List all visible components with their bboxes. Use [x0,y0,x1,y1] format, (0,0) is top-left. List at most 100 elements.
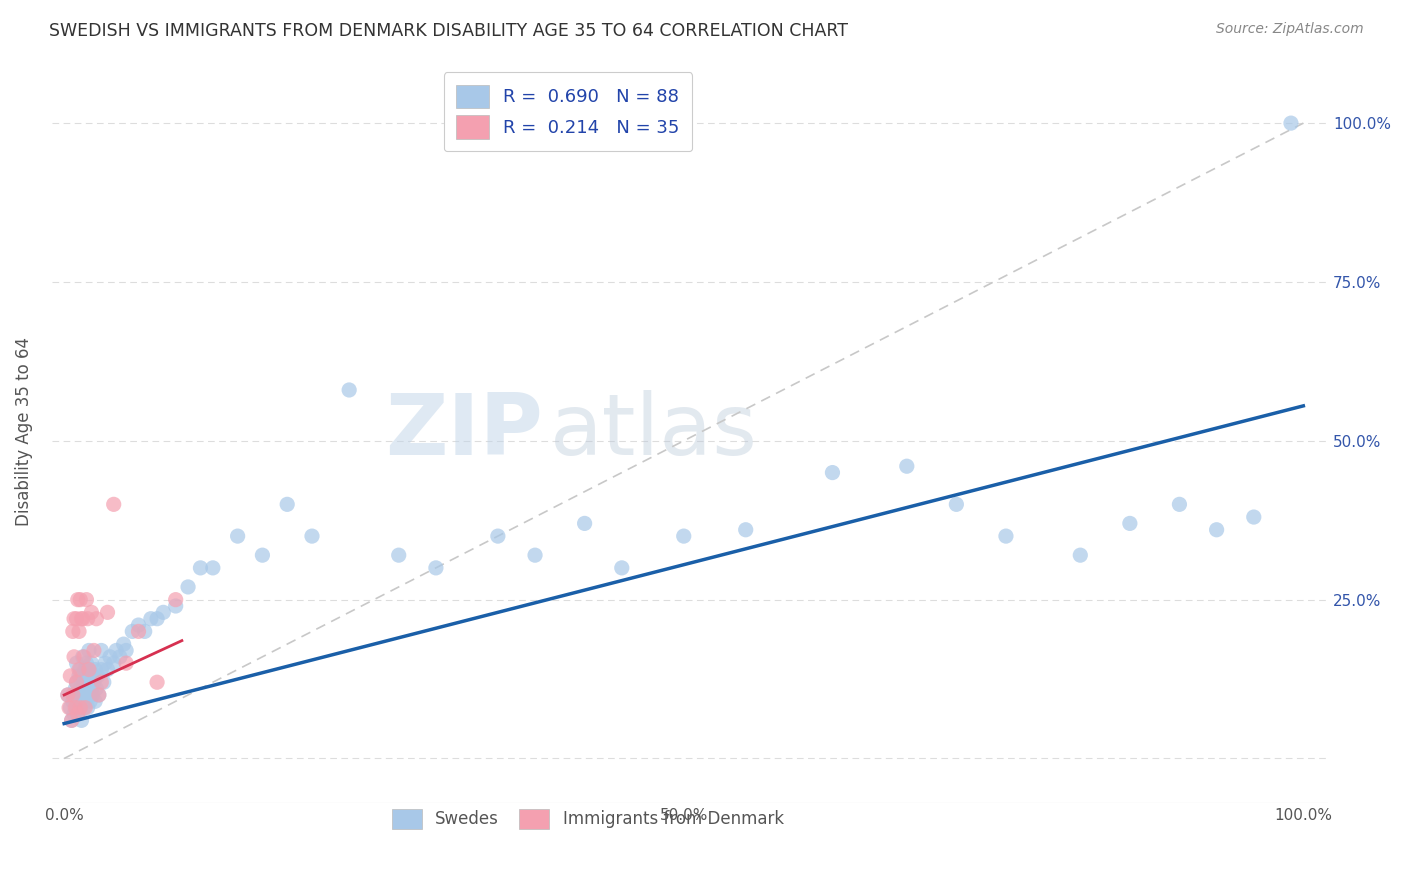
Point [79,675,101,690]
Point [67,663,90,677]
Text: ZIP: ZIP [385,390,543,473]
Point [56,688,79,702]
Point [73,675,96,690]
Point [63,649,86,664]
Point [76,700,98,714]
Point [152,605,174,619]
Point [84,663,107,677]
Point [63,706,86,721]
Point [65,675,87,690]
Point [98,649,121,664]
Point [94,656,117,670]
Point [90,643,112,657]
Point [93,675,115,690]
Point [226,529,249,543]
Point [128,618,150,632]
Point [83,675,105,690]
Point [134,624,156,639]
Point [60,714,83,728]
Point [1168,497,1191,511]
Point [108,649,131,664]
Point [146,612,169,626]
Point [301,529,323,543]
Point [65,675,87,690]
Point [76,612,98,626]
Point [672,529,695,543]
Point [75,700,97,714]
Point [103,497,125,511]
Point [103,656,125,670]
Point [82,669,104,683]
Point [896,459,918,474]
Point [83,643,105,657]
Point [425,561,447,575]
Point [65,612,87,626]
Point [72,669,94,683]
Point [80,656,103,670]
Point [86,669,108,683]
Point [77,688,100,702]
Point [79,694,101,708]
Point [574,516,596,531]
Text: atlas: atlas [550,390,758,473]
Point [65,700,87,714]
Point [77,643,100,657]
Point [69,592,91,607]
Point [165,599,187,613]
Point [86,612,108,626]
Point [75,681,97,696]
Point [1069,548,1091,562]
Point [610,561,633,575]
Point [139,612,162,626]
Y-axis label: Disability Age 35 to 64: Disability Age 35 to 64 [15,337,32,525]
Point [75,694,97,708]
Text: Source: ZipAtlas.com: Source: ZipAtlas.com [1216,22,1364,37]
Point [486,529,509,543]
Point [66,706,89,721]
Point [63,612,86,626]
Point [1243,510,1265,524]
Point [276,497,298,511]
Point [994,529,1017,543]
Point [65,700,87,714]
Point [66,592,89,607]
Point [56,688,79,702]
Point [252,548,274,562]
Point [73,700,96,714]
Point [75,592,97,607]
Point [90,663,112,677]
Point [112,637,135,651]
Point [77,663,100,677]
Point [86,681,108,696]
Point [72,688,94,702]
Point [146,675,169,690]
Point [734,523,756,537]
Point [177,580,200,594]
Point [115,643,138,657]
Point [77,663,100,677]
Point [69,663,91,677]
Point [62,688,84,702]
Point [73,649,96,664]
Point [70,694,93,708]
Point [96,605,118,619]
Point [70,612,93,626]
Point [69,700,91,714]
Point [67,688,90,702]
Point [75,656,97,670]
Point [58,700,80,714]
Point [388,548,411,562]
Legend: Swedes, Immigrants from Denmark: Swedes, Immigrants from Denmark [385,802,790,836]
Point [87,688,110,702]
Point [62,694,84,708]
Point [121,624,143,639]
Point [67,624,90,639]
Point [1119,516,1142,531]
Point [66,706,89,721]
Point [524,548,547,562]
Point [69,700,91,714]
Point [90,675,112,690]
Point [96,663,118,677]
Point [105,643,128,657]
Point [115,656,138,670]
